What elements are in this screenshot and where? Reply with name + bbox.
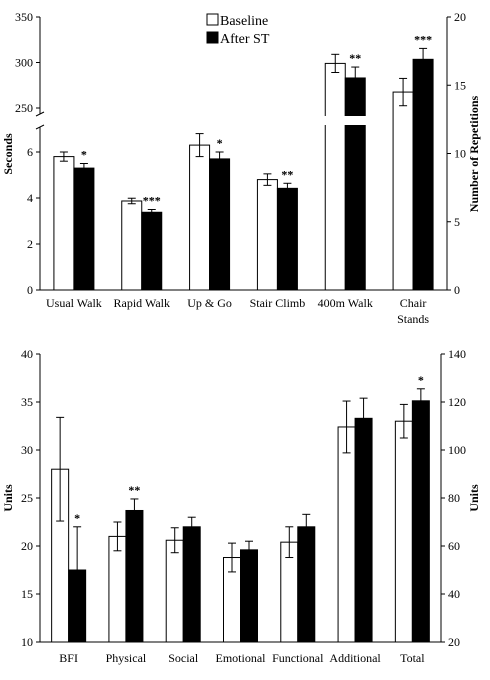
y2-tick-label: 80 (448, 491, 460, 505)
y-tick-label: 6 (27, 145, 33, 159)
bar-baseline (394, 420, 413, 643)
y2-tick-label: 20 (448, 635, 460, 649)
bar-after-st (276, 187, 298, 291)
bar-break-gap (323, 116, 368, 125)
y-tick-label: 300 (15, 56, 33, 70)
bar-after-st (412, 58, 434, 291)
bar-after-st (411, 400, 430, 643)
y2-tick-label: 10 (454, 147, 466, 161)
y2-axis-label: Units (467, 484, 481, 512)
bar-baseline (108, 535, 127, 643)
y2-tick-label: 0 (454, 283, 460, 297)
bar-baseline (121, 200, 143, 291)
y2-tick-label: 60 (448, 539, 460, 553)
bar-baseline (324, 62, 346, 291)
bar-baseline (256, 179, 278, 291)
significance-marker: * (81, 148, 87, 162)
x-tick-label: Up & Go (187, 296, 232, 310)
significance-marker: * (74, 511, 80, 525)
y-tick-label: 0 (27, 283, 33, 297)
x-tick-label: Physical (106, 651, 147, 665)
legend-label-after-st: After ST (220, 32, 270, 47)
bar-after-st (240, 549, 258, 643)
x-tick-label: Stands (397, 312, 429, 326)
bar-after-st (209, 158, 231, 291)
bar-after-st (73, 167, 95, 291)
bar-after-st (297, 526, 316, 643)
y2-tick-label: 5 (454, 215, 460, 229)
y-tick-label: 35 (21, 395, 33, 409)
y-tick-label: 30 (21, 443, 33, 457)
y-tick-label: 15 (21, 587, 33, 601)
bar-after-st (354, 417, 373, 643)
x-tick-label: BFI (59, 651, 78, 665)
x-tick-label: Additional (329, 651, 381, 665)
y2-tick-label: 140 (448, 347, 466, 361)
x-tick-label: Emotional (216, 651, 267, 665)
x-tick-label: Rapid Walk (114, 296, 170, 310)
y-tick-label: 25 (21, 491, 33, 505)
significance-marker: * (418, 373, 424, 387)
x-tick-label: Usual Walk (46, 296, 102, 310)
x-tick-label: Stair Climb (250, 296, 306, 310)
bar-baseline (53, 156, 75, 291)
legend-swatch-baseline (206, 13, 219, 26)
bar-baseline (165, 539, 184, 643)
significance-marker: ** (281, 167, 293, 181)
y-axis-label: Units (1, 484, 15, 512)
significance-marker: ** (128, 483, 140, 497)
y-axis-label: Seconds (1, 133, 15, 175)
significance-marker: * (217, 136, 223, 150)
y2-tick-label: 20 (454, 10, 466, 24)
y-tick-label: 20 (21, 539, 33, 553)
y-tick-label: 350 (15, 10, 33, 24)
y2-axis-label: Number of Repetitions (467, 95, 481, 212)
legend-label-baseline: Baseline (220, 14, 268, 29)
bar-baseline (337, 426, 356, 643)
legend-swatch-after-st (206, 31, 219, 44)
y2-tick-label: 120 (448, 395, 466, 409)
bar-baseline (392, 91, 414, 291)
bar-after-st (141, 211, 163, 291)
y2-tick-label: 15 (454, 78, 466, 92)
bar-after-st (344, 77, 366, 291)
significance-marker: *** (143, 194, 161, 208)
y-tick-label: 2 (27, 237, 33, 251)
y2-tick-label: 40 (448, 587, 460, 601)
x-tick-label: Social (168, 651, 199, 665)
y2-tick-label: 100 (448, 443, 466, 457)
y-tick-label: 40 (21, 347, 33, 361)
bar-after-st (125, 509, 144, 643)
significance-marker: *** (414, 32, 432, 46)
x-tick-label: 400m Walk (318, 296, 373, 310)
axis-break-mark (35, 124, 45, 130)
y-tick-label: 250 (15, 101, 33, 115)
x-tick-label: Total (400, 651, 425, 665)
x-tick-label: Chair (400, 296, 427, 310)
bar-after-st (182, 526, 201, 643)
y-tick-label: 4 (27, 191, 33, 205)
y-tick-label: 10 (21, 635, 33, 649)
axis-break-mark (35, 111, 45, 117)
x-tick-label: Functional (272, 651, 324, 665)
significance-marker: ** (349, 51, 361, 65)
bar-baseline (189, 144, 211, 291)
